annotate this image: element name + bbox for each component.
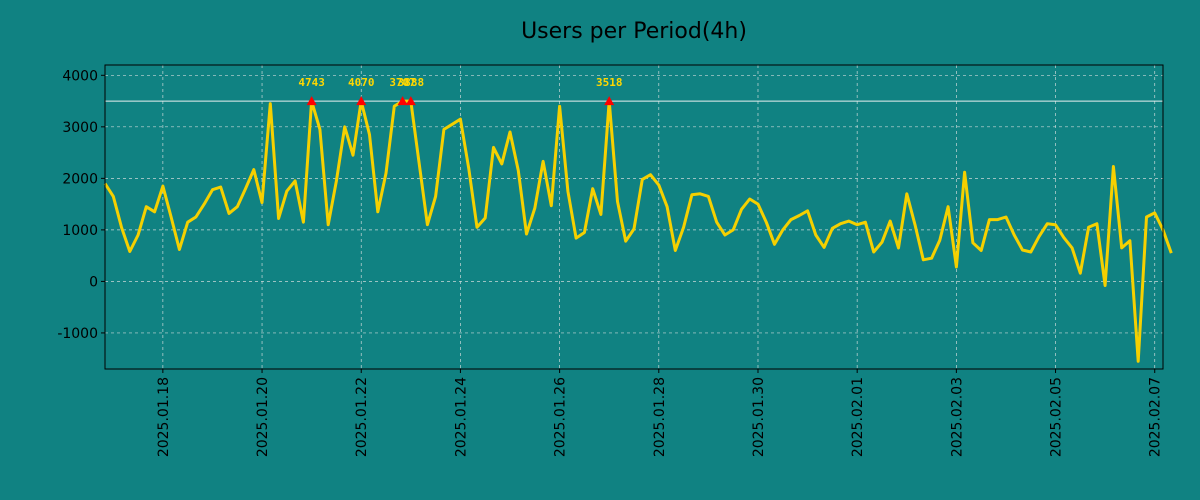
peak-label: 4070 (348, 76, 375, 89)
peak-marker (306, 96, 317, 106)
x-tick-label: 2025.01.18 (156, 377, 172, 457)
peak-marker (405, 96, 416, 106)
x-tick-label: 2025.01.20 (255, 377, 271, 457)
y-axis-ticks: -1000 0 1000 2000 3000 4000 (57, 68, 105, 342)
x-tick-label: 2025.01.28 (652, 377, 668, 457)
x-tick-label: 2025.02.05 (1049, 377, 1065, 457)
grid (105, 65, 1163, 369)
peak-label: 3888 (398, 76, 425, 89)
peak-marker (604, 96, 615, 106)
y-tick-label: 0 (89, 274, 98, 290)
chart-title: Users per Period(4h) (521, 19, 747, 44)
y-tick-label: 1000 (62, 223, 98, 239)
x-axis-ticks: 2025.01.18 2025.01.20 2025.01.22 2025.01.24… (156, 369, 1164, 457)
y-tick-label: 3000 (62, 120, 98, 136)
x-tick-label: 2025.02.01 (850, 377, 866, 457)
series-layer (103, 99, 1173, 363)
plot-frame (104, 64, 1164, 370)
x-tick-label: 2025.02.07 (1148, 377, 1164, 457)
y-tick-label: 2000 (62, 171, 98, 187)
x-tick-label: 2025.01.30 (751, 377, 767, 457)
x-tick-label: 2025.01.22 (354, 377, 370, 457)
peak-label: 3707 (389, 76, 416, 89)
peak-marker (356, 96, 367, 106)
series-line (103, 99, 1173, 363)
x-tick-label: 2025.02.03 (949, 377, 965, 457)
peak-marker (397, 96, 408, 106)
x-tick-label: 2025.01.24 (453, 377, 469, 457)
y-tick-label: 4000 (62, 68, 98, 84)
x-tick-label: 2025.01.26 (553, 377, 569, 457)
y-tick-label: -1000 (57, 326, 98, 342)
peak-label: 4743 (298, 76, 325, 89)
peak-label: 3518 (596, 76, 623, 89)
